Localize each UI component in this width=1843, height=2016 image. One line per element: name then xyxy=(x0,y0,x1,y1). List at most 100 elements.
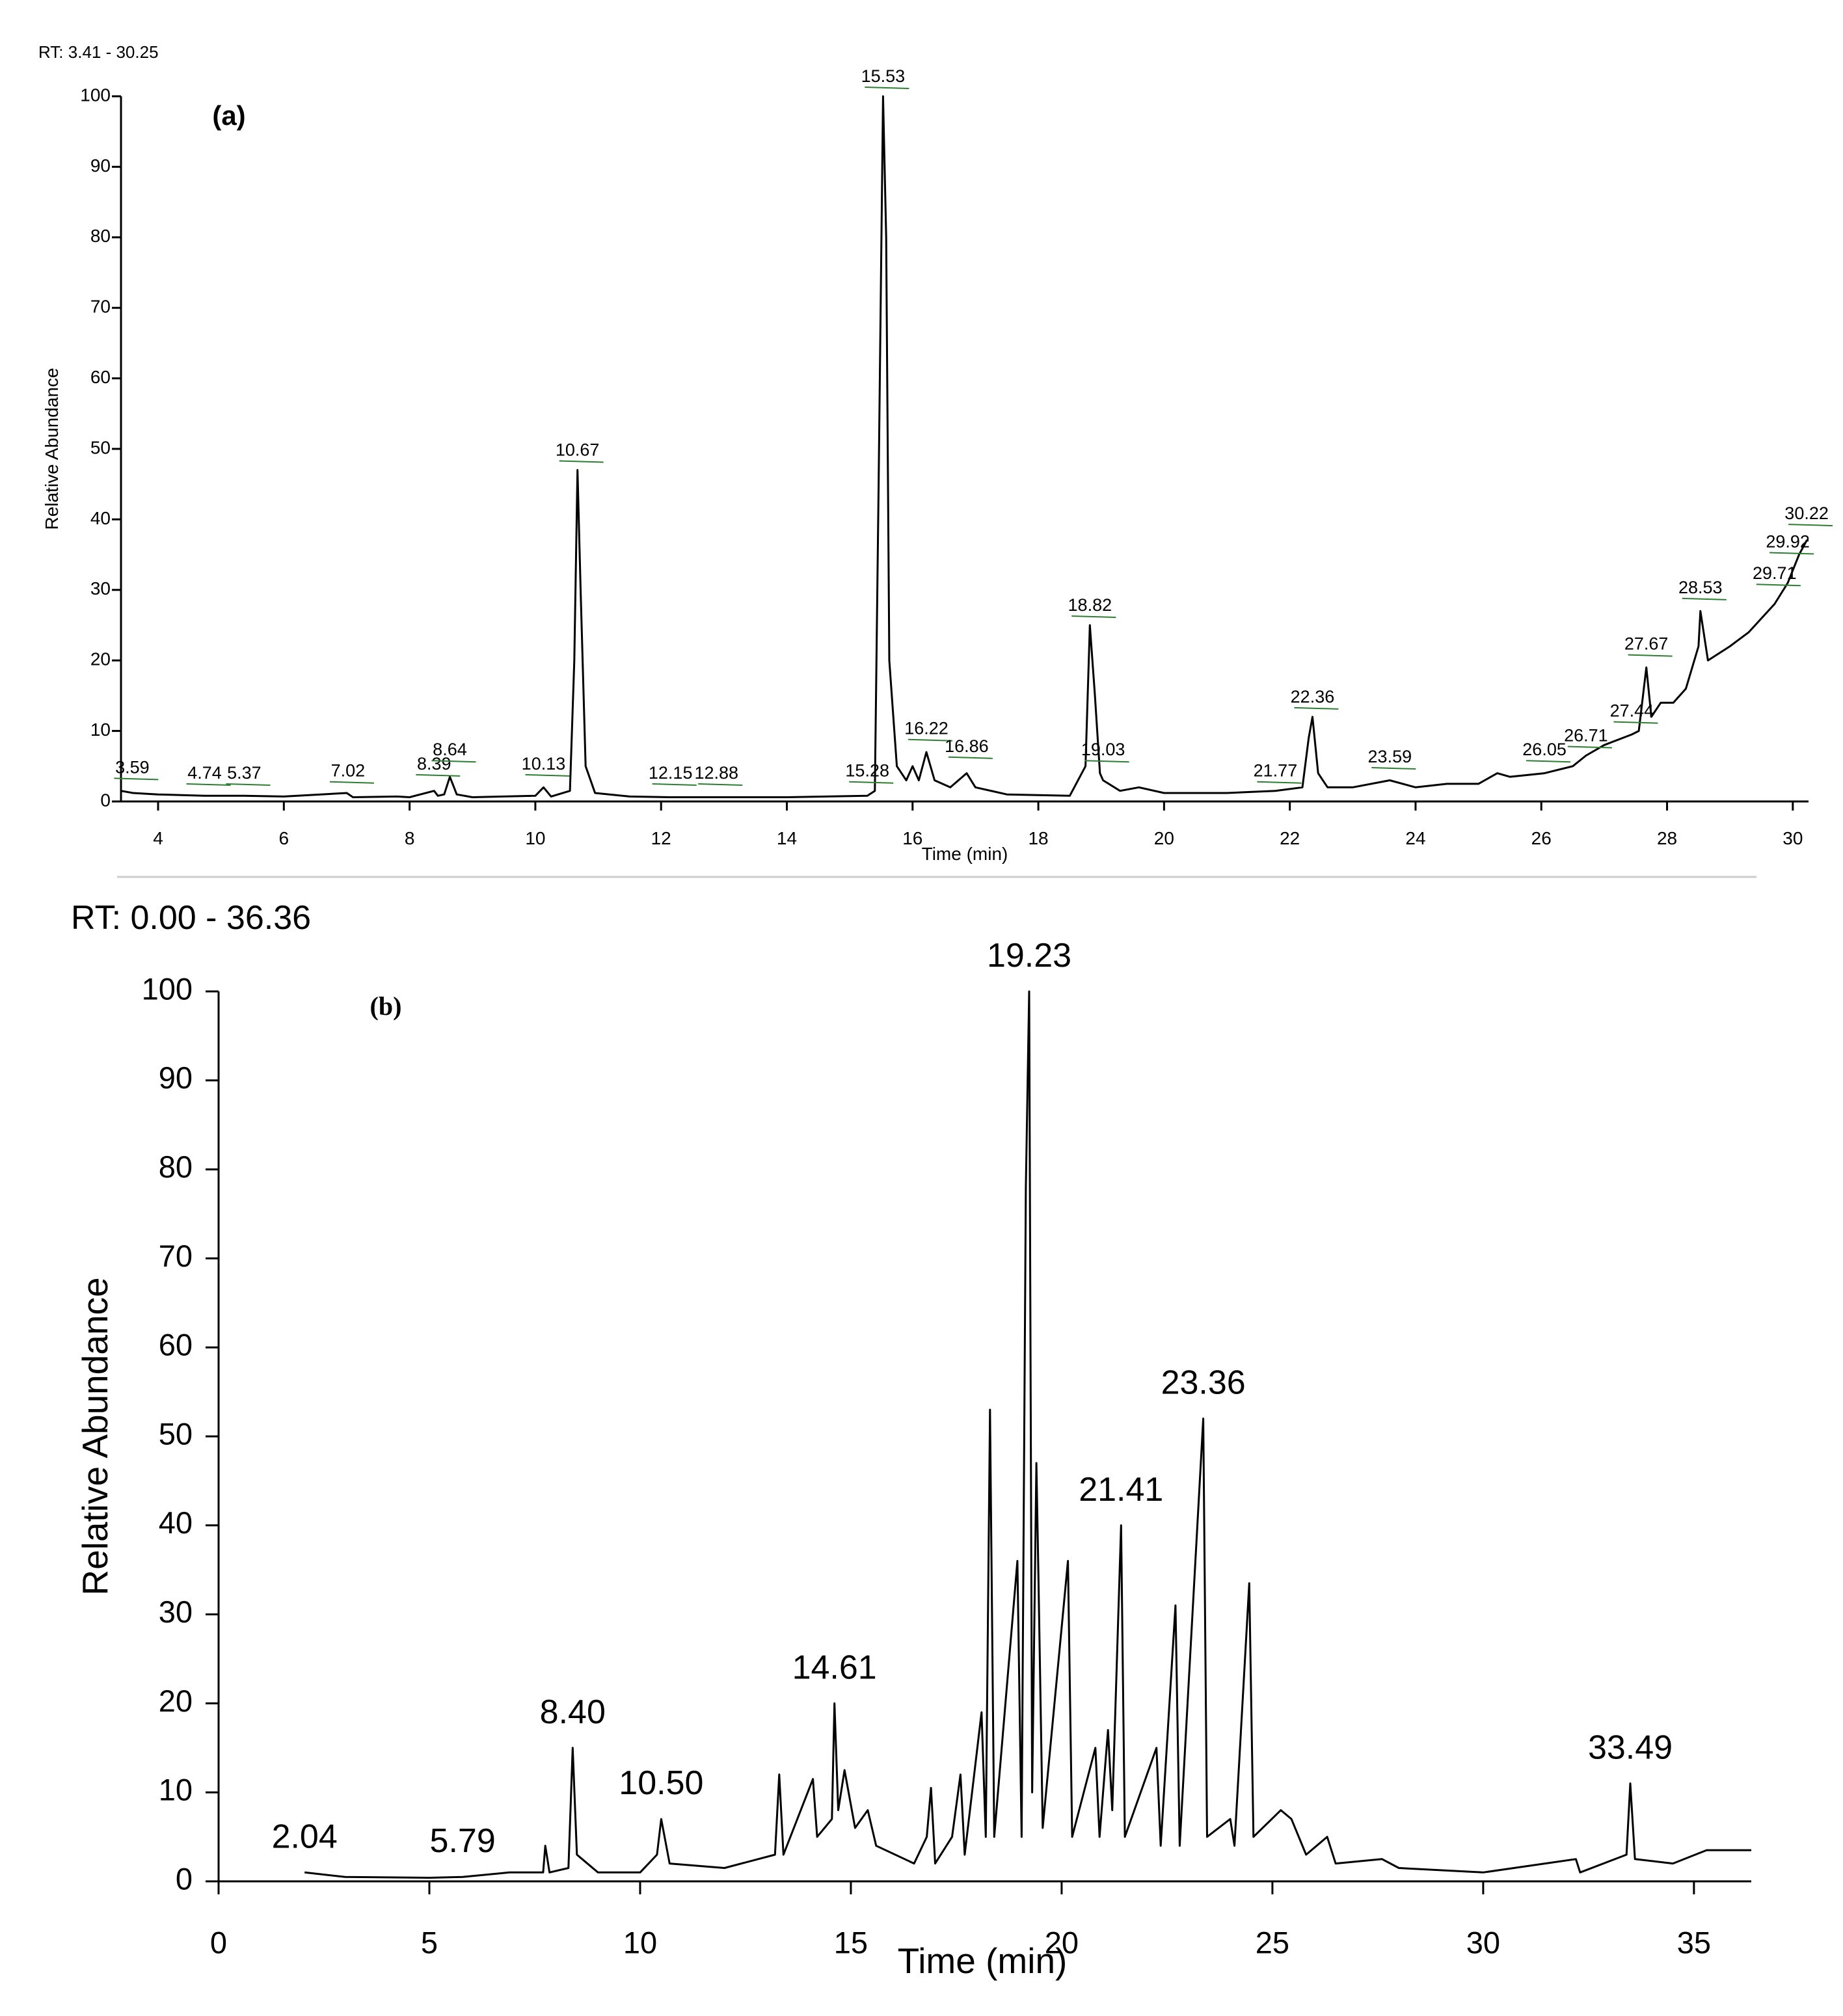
baseline-marker xyxy=(1371,767,1416,770)
y-tick-label: 0 xyxy=(100,790,111,810)
y-tick-label: 90 xyxy=(159,1060,193,1095)
baseline-marker xyxy=(329,781,374,784)
peak-label: 21.77 xyxy=(1254,761,1298,781)
y-tick-label: 80 xyxy=(90,226,111,246)
y-tick-label: 20 xyxy=(90,649,111,669)
chart-title: RT: 0.00 - 36.36 xyxy=(71,899,311,937)
y-axis-label: Relative Abundance xyxy=(42,368,62,530)
baseline-marker xyxy=(652,783,697,786)
y-tick-label: 50 xyxy=(90,437,111,457)
baseline-marker xyxy=(1567,746,1612,749)
x-tick-label: 20 xyxy=(1045,1925,1079,1959)
trace xyxy=(120,95,1809,798)
x-tick-label: 10 xyxy=(525,828,545,848)
peak-label: 21.41 xyxy=(1079,1471,1163,1509)
baseline-marker xyxy=(186,783,231,786)
y-tick-label: 20 xyxy=(159,1684,193,1718)
y-tick-label: 10 xyxy=(159,1773,193,1807)
x-tick-label: 5 xyxy=(421,1925,438,1959)
y-tick-label: 60 xyxy=(159,1328,193,1362)
peak-label: 26.05 xyxy=(1522,740,1567,759)
peak-label: 29.92 xyxy=(1766,531,1810,551)
y-tick-label: 30 xyxy=(159,1594,193,1629)
peak-label: 7.02 xyxy=(331,761,366,781)
x-axis-label: Time (min) xyxy=(922,844,1008,864)
peak-label: 33.49 xyxy=(1588,1729,1673,1767)
peak-label: 12.15 xyxy=(649,763,693,783)
baseline-marker xyxy=(1613,721,1658,724)
peak-label: 5.37 xyxy=(227,763,262,783)
y-tick-label: 70 xyxy=(159,1239,193,1273)
baseline-marker xyxy=(1257,781,1302,784)
x-tick-label: 6 xyxy=(279,828,289,848)
peak-label: 2.04 xyxy=(272,1818,338,1855)
baseline-marker xyxy=(114,777,159,781)
y-tick-label: 40 xyxy=(159,1505,193,1540)
baseline-marker xyxy=(1071,615,1116,618)
x-tick-label: 24 xyxy=(1405,828,1425,848)
peak-label: 14.61 xyxy=(792,1648,877,1686)
y-tick-label: 80 xyxy=(159,1149,193,1184)
x-tick-label: 35 xyxy=(1677,1925,1711,1959)
baseline-marker xyxy=(865,87,909,89)
peak-label: 18.82 xyxy=(1068,595,1112,615)
baseline-marker xyxy=(1682,597,1727,600)
chart-title: RT: 3.41 - 30.25 xyxy=(38,42,159,62)
peak-label: 23.59 xyxy=(1368,747,1412,766)
x-tick-label: 14 xyxy=(777,828,797,848)
x-tick-label: 26 xyxy=(1531,828,1552,848)
baseline-marker xyxy=(908,738,953,742)
y-tick-label: 40 xyxy=(90,508,111,528)
baseline-marker xyxy=(559,460,604,463)
peak-label: 30.22 xyxy=(1784,504,1829,523)
baseline-marker xyxy=(1756,584,1801,587)
y-tick-label: 70 xyxy=(90,297,111,317)
y-tick-label: 100 xyxy=(80,85,111,105)
peak-label: 22.36 xyxy=(1291,687,1335,706)
peak-label: 8.40 xyxy=(540,1693,606,1731)
peak-label: 8.39 xyxy=(417,754,451,773)
baseline-marker xyxy=(1628,654,1673,657)
baseline-marker xyxy=(1294,706,1339,710)
peak-label: 19.23 xyxy=(987,937,1071,974)
baseline-marker xyxy=(1788,524,1833,527)
y-tick-label: 0 xyxy=(176,1861,193,1896)
peak-label: 23.36 xyxy=(1161,1364,1246,1402)
peak-label: 19.03 xyxy=(1081,740,1125,759)
y-tick-label: 30 xyxy=(90,578,111,598)
peak-label: 4.74 xyxy=(187,763,222,783)
y-tick-label: 50 xyxy=(159,1416,193,1451)
x-tick-label: 20 xyxy=(1154,828,1174,848)
peak-label: 26.71 xyxy=(1564,726,1608,746)
peak-label: 12.88 xyxy=(694,763,738,783)
baseline-marker xyxy=(849,781,894,784)
y-tick-label: 60 xyxy=(90,367,111,387)
x-tick-label: 25 xyxy=(1256,1925,1289,1959)
x-tick-label: 8 xyxy=(405,828,415,848)
peak-label: 28.53 xyxy=(1678,578,1723,597)
x-tick-label: 10 xyxy=(623,1925,657,1959)
x-tick-label: 30 xyxy=(1782,828,1803,848)
baseline-marker xyxy=(525,773,570,777)
x-axis-label: Time (min) xyxy=(898,1941,1068,1981)
peak-label: 3.59 xyxy=(115,757,150,777)
y-tick-label: 90 xyxy=(90,155,111,176)
peak-label: 8.64 xyxy=(433,740,467,759)
peak-label: 29.71 xyxy=(1753,563,1797,583)
baseline-marker xyxy=(1769,552,1814,555)
x-tick-label: 12 xyxy=(651,828,671,848)
panel-label: (a) xyxy=(212,100,245,131)
peak-label: 10.50 xyxy=(619,1764,703,1802)
x-tick-label: 22 xyxy=(1280,828,1300,848)
x-tick-label: 16 xyxy=(902,828,922,848)
peak-label: 10.67 xyxy=(556,440,600,460)
x-tick-label: 18 xyxy=(1028,828,1048,848)
panel-label: (b) xyxy=(370,991,402,1021)
baseline-marker xyxy=(1084,760,1129,763)
trace xyxy=(304,990,1751,1879)
x-tick-label: 28 xyxy=(1657,828,1677,848)
x-tick-label: 4 xyxy=(153,828,163,848)
y-tick-label: 100 xyxy=(142,971,193,1006)
baseline-marker xyxy=(416,773,461,777)
